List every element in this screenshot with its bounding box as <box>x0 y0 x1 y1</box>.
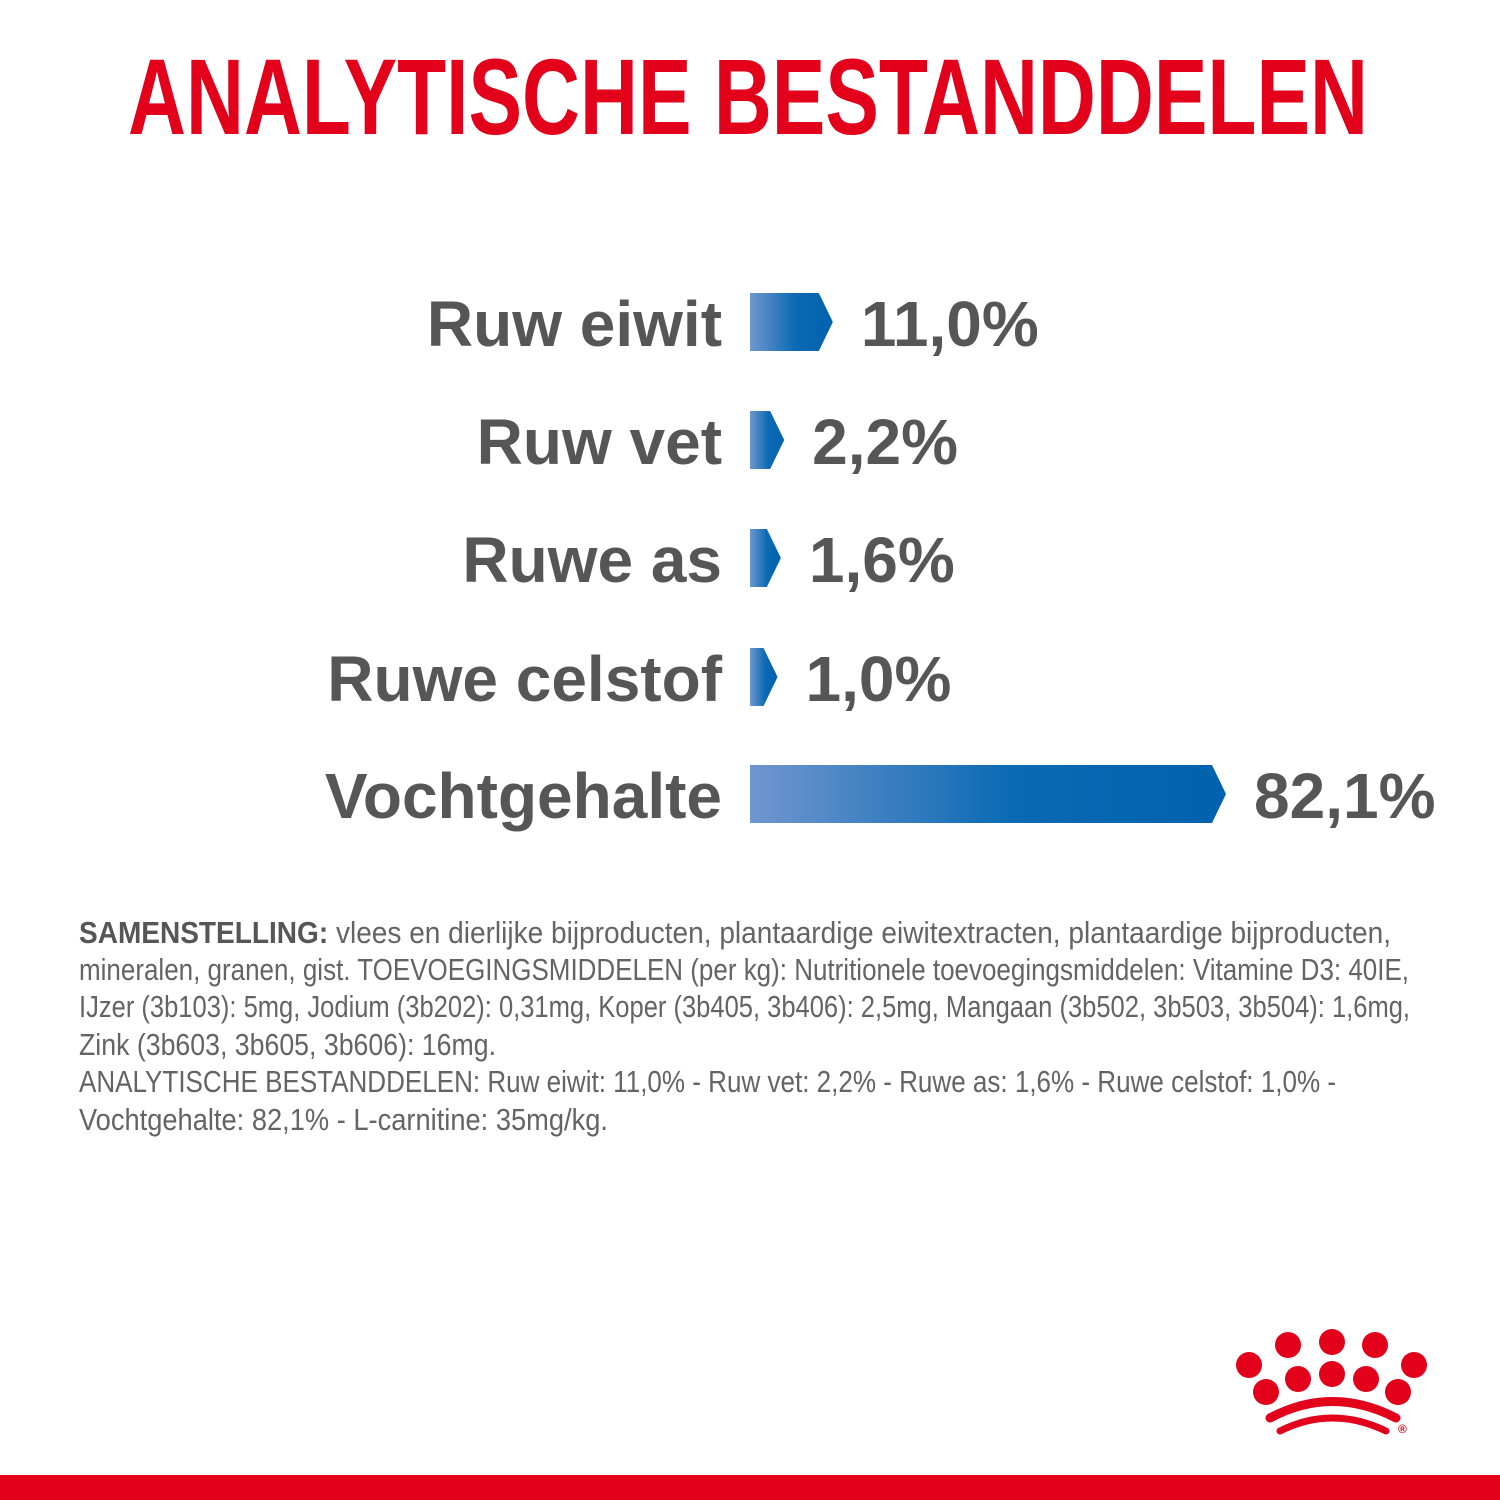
composition-line-3: IJzer (3b103): 5mg, Jodium (3b202): 0,31… <box>79 989 1410 1024</box>
value-label: 2,2% <box>812 406 958 478</box>
bar-vochtgehalte <box>750 765 1227 823</box>
category-label: Ruw vet <box>477 406 722 478</box>
royal-canin-crown-logo: ® <box>1236 1329 1427 1436</box>
bar-ruwe-celstof <box>750 648 778 706</box>
bar-ruw-eiwit <box>750 293 833 351</box>
category-label: Ruw eiwit <box>427 288 722 360</box>
composition-text: SAMENSTELLING: vlees en dierlijke bijpro… <box>79 915 1410 1137</box>
composition-line-2: mineralen, granen, gist. TOEVOEGINGSMIDD… <box>79 952 1409 987</box>
value-label: 11,0% <box>861 288 1039 360</box>
value-label: 82,1% <box>1254 760 1435 832</box>
footer-red-band <box>0 1475 1500 1500</box>
bar-ruwe-as <box>750 529 781 587</box>
nutrient-bar-chart: Ruw eiwit 11,0% Ruw vet 2,2% Ruwe as 1,6% Ruwe… <box>325 288 1436 832</box>
category-label: Ruwe celstof <box>327 643 722 715</box>
registered-mark: ® <box>1398 1422 1407 1436</box>
composition-line-1-text: vlees en dierlijke bijproducten, plantaa… <box>328 915 1391 950</box>
category-label: Vochtgehalte <box>325 760 722 832</box>
category-label: Ruwe as <box>462 524 722 596</box>
value-label: 1,0% <box>806 643 952 715</box>
composition-heading: SAMENSTELLING: <box>79 915 328 950</box>
composition-line-5: ANALYTISCHE BESTANDDELEN: Ruw eiwit: 11,… <box>79 1064 1336 1099</box>
page-title: ANALYTISCHE BESTANDDELEN <box>128 36 1368 157</box>
composition-line-4: Zink (3b603, 3b605, 3b606): 16mg. <box>79 1027 496 1062</box>
composition-line-1: SAMENSTELLING: vlees en dierlijke bijpro… <box>79 915 1391 950</box>
value-label: 1,6% <box>809 524 955 596</box>
composition-line-6: Vochtgehalte: 82,1% - L-carnitine: 35mg/… <box>79 1102 608 1137</box>
bar-ruw-vet <box>750 411 785 469</box>
